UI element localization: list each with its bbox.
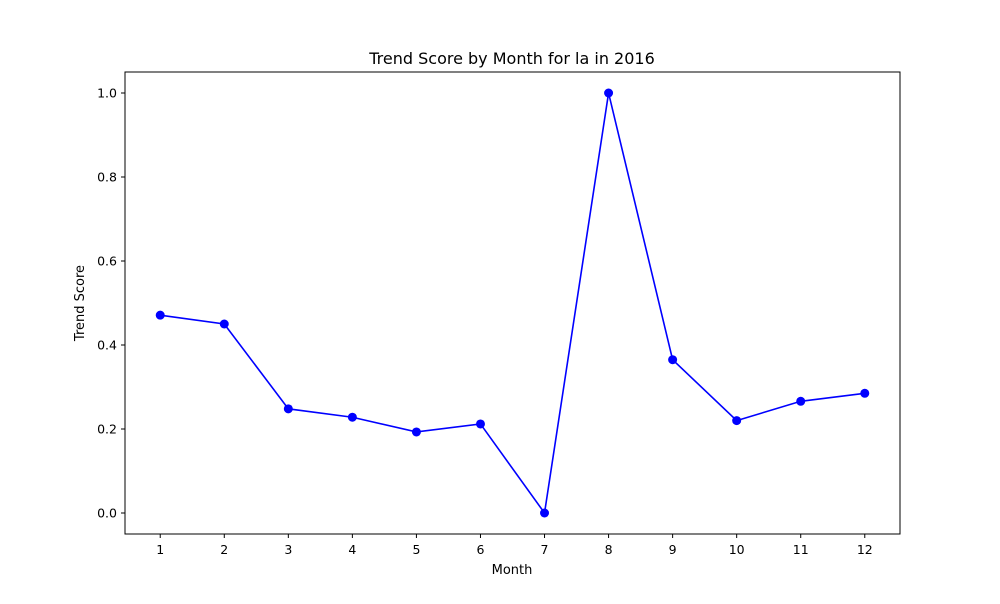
x-axis: 1 2 3 4 5 6 7 8 9 10 11 12 xyxy=(156,534,873,557)
chart-title: Trend Score by Month for la in 2016 xyxy=(368,49,655,68)
data-point xyxy=(860,388,870,398)
data-point xyxy=(475,419,485,429)
x-tick-label: 1 xyxy=(156,542,164,557)
x-tick-label: 5 xyxy=(412,542,420,557)
series-markers xyxy=(155,88,870,518)
data-point xyxy=(796,396,806,406)
data-point xyxy=(347,412,357,422)
data-point xyxy=(283,404,293,414)
data-point xyxy=(540,508,550,518)
series-line xyxy=(160,92,865,516)
data-point xyxy=(411,427,421,437)
x-tick-label: 8 xyxy=(605,542,613,557)
x-tick-label: 2 xyxy=(220,542,228,557)
data-point xyxy=(668,355,678,365)
x-tick-label: 4 xyxy=(348,542,356,557)
x-tick-label: 3 xyxy=(284,542,292,557)
x-tick-label: 11 xyxy=(793,542,809,557)
x-tick-label: 9 xyxy=(669,542,677,557)
y-tick-label: 1.0 xyxy=(97,86,117,101)
y-axis-title: Trend Score xyxy=(73,265,88,342)
x-axis-title: Month xyxy=(492,563,533,578)
y-tick-label: 0.6 xyxy=(97,254,117,269)
x-tick-label: 7 xyxy=(541,542,549,557)
y-tick-label: 0.8 xyxy=(97,170,117,185)
plot-area-frame xyxy=(124,71,901,535)
x-tick-label: 12 xyxy=(857,542,873,557)
data-point xyxy=(732,416,742,426)
x-tick-label: 6 xyxy=(476,542,484,557)
x-tick-label: 10 xyxy=(729,542,745,557)
data-point xyxy=(155,310,165,320)
data-point xyxy=(219,319,229,329)
y-tick-label: 0.4 xyxy=(97,338,117,353)
data-point xyxy=(604,88,614,98)
y-axis: 0.0 0.2 0.4 0.6 0.8 1.0 xyxy=(97,86,125,521)
y-tick-label: 0.2 xyxy=(97,422,117,437)
y-tick-label: 0.0 xyxy=(97,506,117,521)
